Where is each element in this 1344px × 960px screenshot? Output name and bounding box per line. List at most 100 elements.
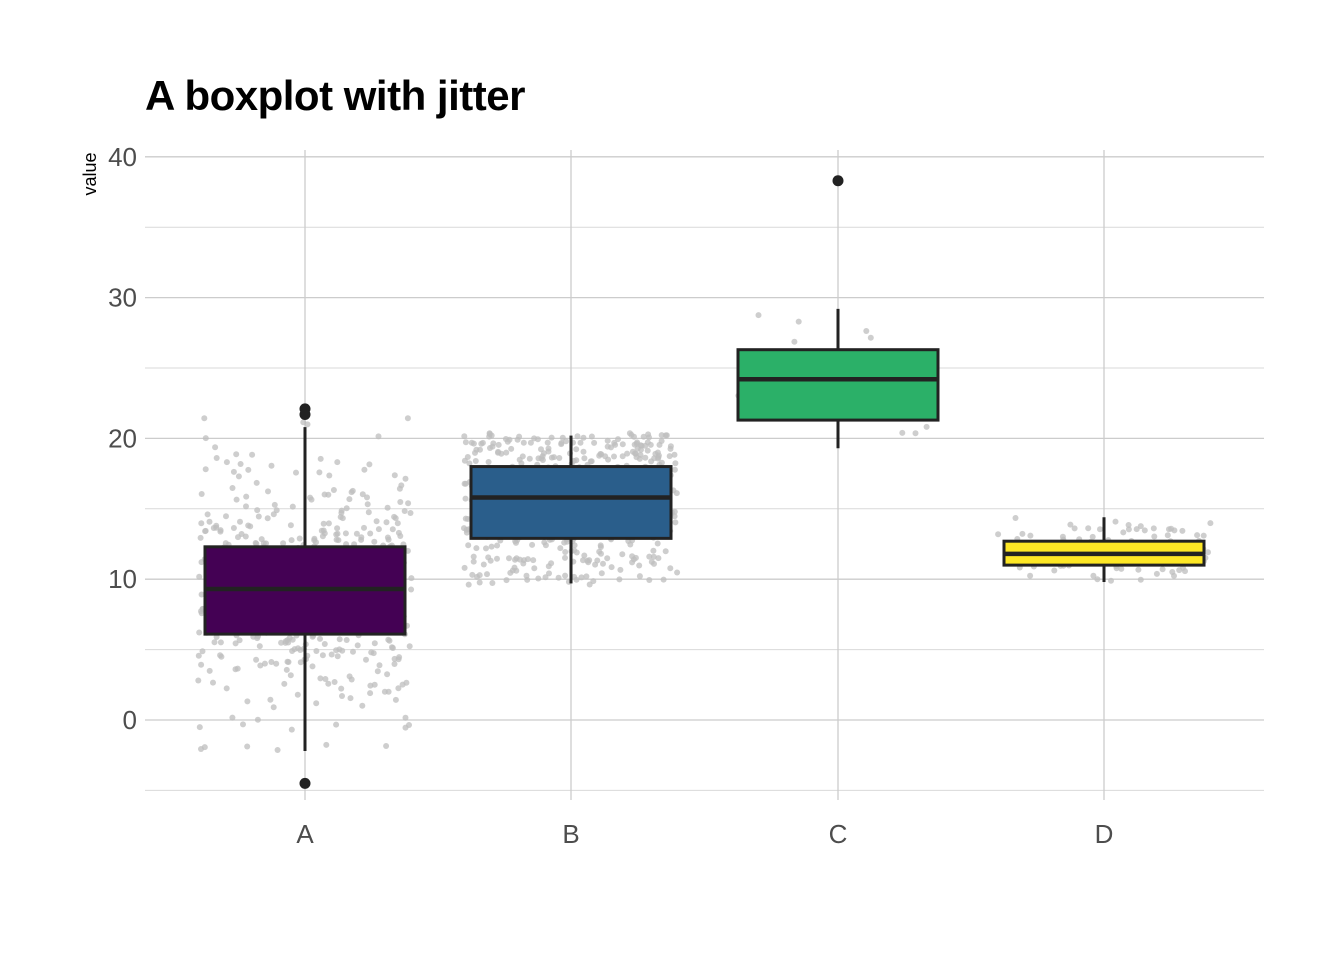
jitter-point-a	[210, 525, 217, 531]
jitter-point-a	[268, 462, 275, 469]
y-tick-label: 40	[108, 142, 137, 172]
jitter-point-a	[408, 575, 415, 582]
jitter-point-a	[289, 648, 296, 654]
jitter-point-b	[563, 438, 569, 445]
jitter-point-b	[516, 556, 523, 563]
jitter-point-a	[268, 659, 275, 665]
jitter-point-a	[257, 662, 264, 669]
jitter-point-b	[611, 453, 617, 460]
jitter-point-a	[212, 444, 219, 451]
jitter-point-c	[923, 423, 930, 430]
jitter-point-a	[371, 681, 378, 688]
jitter-point-a	[397, 533, 404, 539]
jitter-point-a	[249, 451, 256, 458]
jitter-point-a	[233, 451, 240, 458]
jitter-point-d	[1067, 521, 1074, 528]
jitter-point-a	[407, 510, 414, 516]
jitter-point-b	[660, 576, 667, 583]
jitter-point-d	[1166, 526, 1172, 533]
jitter-point-b	[548, 434, 555, 441]
jitter-point-d	[1200, 532, 1207, 539]
jitter-point-a	[211, 639, 218, 646]
boxplot-a	[203, 403, 407, 789]
jitter-point-b	[542, 542, 549, 549]
jitter-point-b	[562, 572, 569, 579]
jitter-point-a	[375, 433, 382, 440]
jitter-point-b	[587, 458, 594, 465]
jitter-point-b	[526, 455, 533, 462]
jitter-point-b	[461, 457, 468, 464]
jitter-point-c	[755, 312, 762, 319]
jitter-point-a	[198, 491, 205, 497]
jitter-point-a	[359, 491, 366, 498]
jitter-point-a	[230, 468, 237, 475]
jitter-point-b	[580, 557, 586, 564]
jitter-point-b	[468, 439, 475, 446]
jitter-point-b	[596, 548, 603, 555]
jitter-point-a	[253, 540, 260, 547]
jitter-point-a	[285, 659, 292, 665]
jitter-point-a	[408, 586, 415, 593]
jitter-point-a	[240, 721, 246, 728]
jitter-point-a	[339, 647, 346, 654]
jitter-point-a	[320, 520, 327, 527]
jitter-point-a	[273, 507, 280, 514]
jitter-point-a	[271, 501, 278, 508]
jitter-point-a	[213, 455, 220, 461]
jitter-point-d	[1097, 526, 1103, 533]
jitter-point-b	[604, 555, 611, 562]
jitter-point-a	[238, 531, 245, 537]
boxplot-b	[469, 435, 673, 584]
jitter-point-a	[343, 637, 350, 643]
jitter-point-d	[1125, 522, 1132, 528]
jitter-point-a	[202, 435, 209, 442]
jitter-point-a	[392, 515, 399, 522]
jitter-point-b	[544, 439, 551, 446]
jitter-point-a	[399, 681, 406, 688]
gridlines	[145, 150, 1264, 800]
jitter-point-b	[494, 555, 500, 562]
jitter-point-a	[245, 466, 252, 473]
jitter-point-d	[1133, 526, 1140, 533]
jitter-point-d	[1207, 520, 1214, 527]
jitter-point-b	[646, 553, 653, 560]
jitter-point-b	[654, 540, 661, 547]
jitter-point-b	[594, 557, 601, 564]
jitter-point-a	[254, 716, 261, 723]
jitter-point-c	[867, 334, 874, 341]
jitter-point-b	[619, 441, 626, 448]
jitter-point-a	[361, 466, 368, 473]
jitter-point-a	[386, 637, 393, 644]
jitter-point-b	[666, 453, 673, 460]
jitter-point-b	[483, 545, 489, 552]
jitter-point-a	[325, 520, 332, 527]
jitter-point-a	[342, 530, 349, 537]
jitter-point-b	[461, 564, 468, 571]
jitter-point-a	[350, 648, 356, 655]
jitter-point-a	[384, 671, 391, 678]
jitter-point-a	[339, 693, 345, 699]
jitter-point-b	[597, 544, 604, 550]
jitter-point-b	[646, 434, 652, 441]
jitter-point-a	[198, 610, 205, 617]
jitter-point-b	[672, 519, 679, 526]
jitter-point-a	[254, 507, 261, 514]
jitter-point-a	[321, 641, 328, 647]
jitter-point-a	[237, 518, 243, 525]
jitter-point-a	[217, 652, 224, 659]
jitter-point-b	[605, 456, 612, 463]
jitter-point-a	[322, 676, 329, 682]
jitter-point-a	[358, 534, 365, 541]
jitter-point-a	[237, 461, 244, 467]
jitter-point-b	[617, 566, 624, 573]
jitter-point-c	[795, 318, 802, 325]
jitter-point-b	[624, 450, 631, 457]
boxplots	[203, 175, 1206, 789]
jitter-point-a	[210, 679, 216, 686]
jitter-point-b	[462, 439, 469, 446]
jitter-point-a	[217, 639, 224, 646]
jitter-point-b	[462, 495, 469, 502]
axes: value 0 10 20 30 40 A B C D	[80, 142, 1113, 849]
jitter-point-b	[476, 572, 483, 579]
